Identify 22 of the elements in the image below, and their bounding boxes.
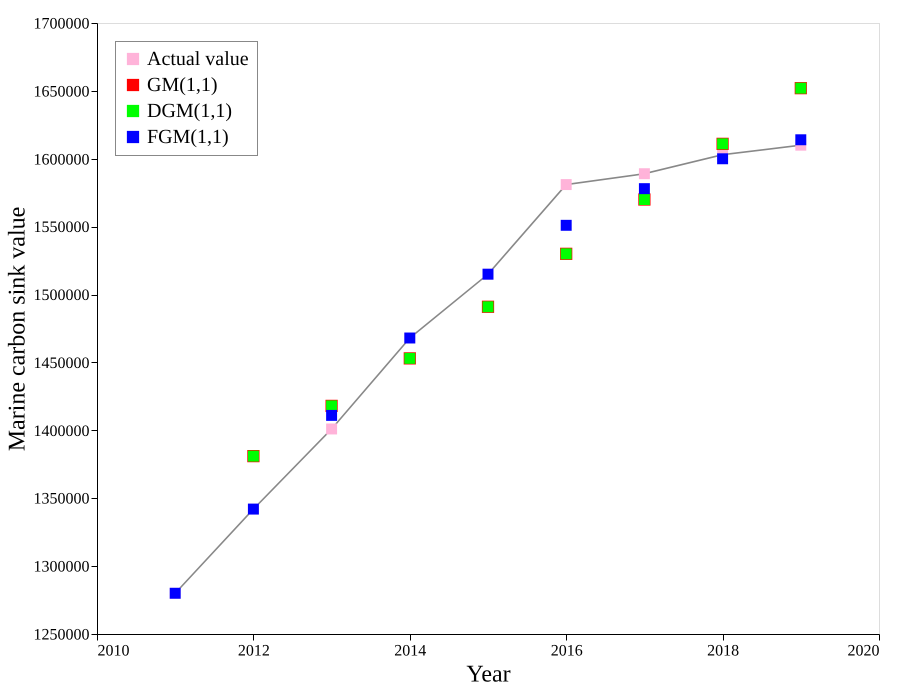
y-tick-label: 1350000 <box>34 490 90 508</box>
x-tick-label: 2016 <box>550 642 583 660</box>
y-tick-label: 1250000 <box>34 626 90 644</box>
y-tick-label: 1600000 <box>34 151 90 168</box>
y-tick-label: 1450000 <box>34 354 90 372</box>
y-axis-title: Marine carbon sink value <box>4 206 30 452</box>
legend-label: Actual value <box>147 48 249 70</box>
x-tick-label: 2018 <box>707 642 740 660</box>
x-tick-label: 2012 <box>238 642 270 660</box>
legend-label: FGM(1,1) <box>147 126 229 148</box>
y-tick-label: 1400000 <box>34 422 90 440</box>
y-tick-label: 1550000 <box>34 219 90 236</box>
x-tick-label: 2020 <box>848 642 880 660</box>
x-tick-label: 2010 <box>98 642 130 660</box>
y-tick-label: 1300000 <box>34 558 90 576</box>
y-tick-label: 1650000 <box>34 83 90 100</box>
y-tick-label: 1700000 <box>34 16 90 32</box>
x-tick-label: 2014 <box>394 642 426 660</box>
legend-label: DGM(1,1) <box>147 100 232 122</box>
legend-label: GM(1,1) <box>147 74 218 96</box>
y-tick-label: 1500000 <box>34 287 90 304</box>
x-axis-title: Year <box>466 662 511 688</box>
